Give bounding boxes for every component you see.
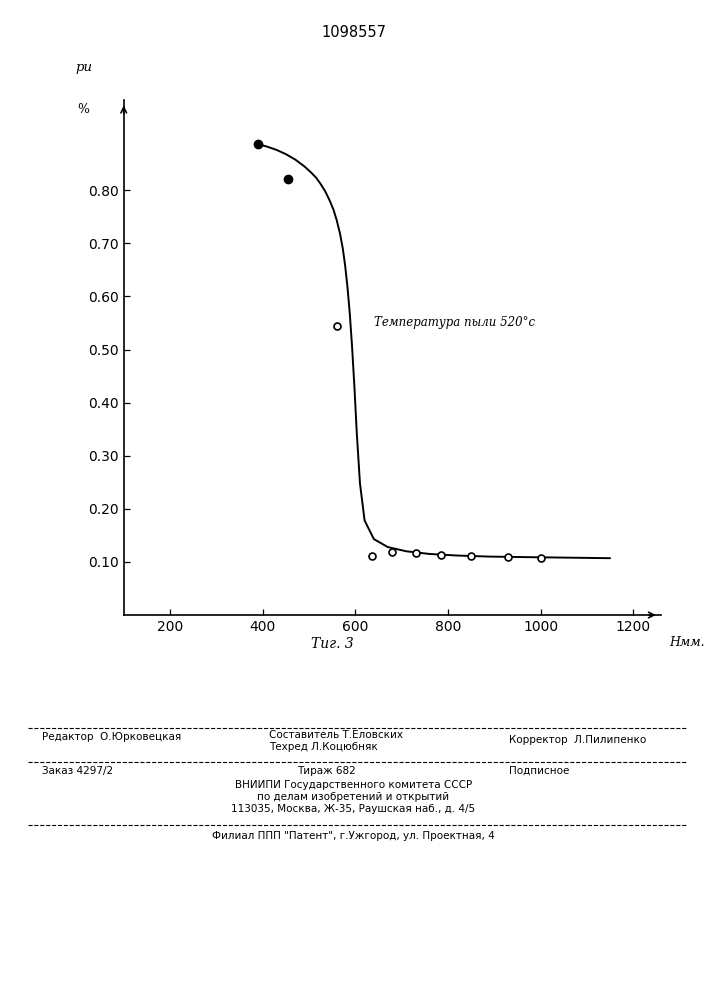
- Text: Тираж 682: Тираж 682: [297, 766, 356, 776]
- Text: Заказ 4297/2: Заказ 4297/2: [42, 766, 114, 776]
- Text: Подписное: Подписное: [509, 766, 569, 776]
- Text: Филиал ППП "Патент", г.Ужгород, ул. Проектная, 4: Филиал ППП "Патент", г.Ужгород, ул. Прое…: [212, 831, 495, 841]
- Text: Τиг. 3: Τиг. 3: [311, 637, 354, 651]
- Text: Техред Л.Коцюбняк: Техред Л.Коцюбняк: [269, 742, 378, 752]
- Text: Нмм.: Нмм.: [669, 636, 705, 649]
- Text: ВНИИПИ Государственного комитета СССР: ВНИИПИ Государственного комитета СССР: [235, 780, 472, 790]
- Text: Корректор  Л.Пилипенко: Корректор Л.Пилипенко: [509, 735, 646, 745]
- Text: ри: ри: [75, 61, 92, 74]
- Text: %: %: [78, 103, 89, 116]
- Text: 113035, Москва, Ж-35, Раушская наб., д. 4/5: 113035, Москва, Ж-35, Раушская наб., д. …: [231, 804, 476, 814]
- Text: Температура пыли 520°с: Температура пыли 520°с: [374, 316, 535, 329]
- Text: Составитель Т.Еловских: Составитель Т.Еловских: [269, 730, 403, 740]
- Text: по делам изобретений и открытий: по делам изобретений и открытий: [257, 792, 450, 802]
- Text: Редактор  О.Юрковецкая: Редактор О.Юрковецкая: [42, 732, 182, 742]
- Text: 1098557: 1098557: [321, 25, 386, 40]
